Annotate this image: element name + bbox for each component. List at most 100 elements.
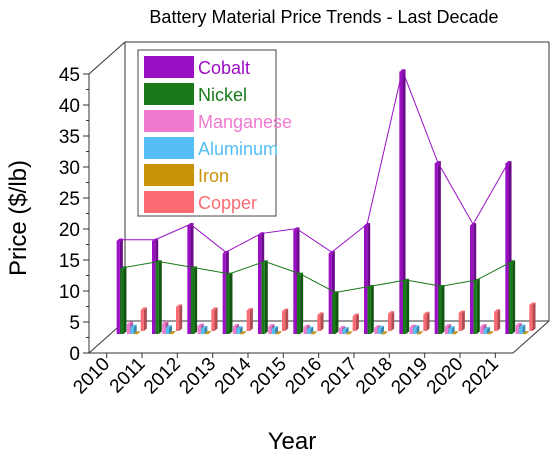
bar-side — [239, 326, 243, 334]
bar-side — [345, 327, 349, 334]
bar-front — [423, 314, 427, 331]
legend-swatch-iron — [144, 164, 194, 186]
bar-front — [303, 327, 307, 334]
bar-copper-2010 — [140, 307, 147, 331]
bar-side — [264, 260, 268, 334]
bar-nickel-2017 — [367, 285, 374, 334]
bar-iron-2014 — [275, 331, 282, 335]
bar-front — [246, 310, 250, 331]
bar-aluminum-2012 — [201, 325, 208, 334]
bar-front — [438, 287, 442, 334]
bar-top — [352, 313, 359, 317]
bar-top — [140, 307, 147, 310]
bar-top — [169, 331, 176, 334]
bar-front — [364, 225, 368, 334]
x-tick-label: 2016 — [281, 354, 326, 399]
bar-iron-2013 — [240, 331, 247, 335]
bar-front — [258, 234, 262, 334]
bar-top — [494, 309, 501, 312]
bar-nickel-2019 — [438, 285, 445, 334]
bar-top — [413, 325, 420, 328]
x-tick-label: 2014 — [211, 353, 256, 398]
bar-iron-2011 — [169, 331, 176, 335]
bar-side — [525, 331, 529, 335]
bar-top — [307, 326, 314, 330]
bar-nickel-2014 — [261, 260, 268, 334]
bar-side — [278, 331, 282, 335]
bar-side — [461, 310, 465, 331]
bar-front — [399, 71, 403, 335]
bar-front — [152, 241, 156, 334]
bar-iron-2020 — [487, 331, 494, 335]
legend-swatch-aluminum — [144, 137, 194, 159]
bar-side — [335, 291, 339, 334]
bar-top — [377, 325, 384, 329]
bar-top — [201, 325, 208, 329]
bar-copper-2018 — [423, 311, 430, 331]
bar-aluminum-2016 — [342, 327, 349, 334]
x-tick-label: 2011 — [106, 354, 150, 398]
bar-top — [204, 331, 211, 334]
bar-side — [137, 331, 141, 335]
bar-front — [508, 262, 513, 334]
legend-swatch-cobalt — [144, 56, 194, 78]
bar-top — [130, 324, 137, 328]
x-tick-label: 2021 — [458, 354, 503, 399]
bar-side — [497, 309, 501, 331]
bar-front — [317, 314, 321, 331]
bar-side — [169, 325, 172, 334]
bar-front — [282, 311, 286, 331]
bar-top — [338, 325, 346, 329]
x-tick-label: 2018 — [352, 354, 397, 399]
bar-side — [179, 304, 183, 331]
bar-nickel-2021 — [508, 260, 516, 334]
bar-top — [134, 331, 141, 334]
bar-iron-2018 — [416, 331, 423, 335]
bar-front — [187, 225, 191, 334]
bar-top — [317, 312, 324, 315]
bar-aluminum-2021 — [519, 324, 526, 334]
bar-front — [473, 281, 477, 334]
legend-label-aluminum: Aluminum — [198, 139, 278, 159]
bar-iron-2021 — [522, 331, 529, 335]
bar-top — [211, 307, 218, 310]
bar-side — [229, 272, 233, 334]
bar-copper-2021 — [529, 302, 536, 331]
bar-front — [201, 328, 205, 334]
bar-top — [423, 311, 430, 315]
bar-top — [444, 324, 452, 327]
x-tick-label: 2019 — [387, 354, 432, 399]
bar-front — [458, 313, 462, 331]
bar-front — [162, 323, 166, 334]
bar-front — [211, 309, 215, 331]
y-tick-label: 5 — [69, 313, 80, 334]
x-axis-label: Year — [268, 428, 317, 455]
bar-iron-2017 — [381, 331, 388, 335]
x-tick-label: 2017 — [317, 354, 362, 399]
bar-front — [409, 327, 413, 334]
bar-side — [207, 331, 211, 335]
bar-front — [240, 333, 244, 335]
bar-front — [346, 333, 350, 335]
bar-top — [515, 322, 522, 326]
x-tick-label: 2015 — [246, 354, 291, 399]
bar-nickel-2018 — [402, 278, 410, 334]
legend: Cobalt Nickel Manganese Aluminum Iron Copper — [137, 49, 292, 217]
series-lines-layer — [119, 68, 513, 293]
bar-front — [367, 287, 371, 334]
bar-top — [126, 321, 134, 325]
bar-top — [310, 331, 317, 334]
y-tick-label: 40 — [59, 96, 80, 117]
bar-top — [232, 324, 240, 327]
bar-aluminum-2020 — [483, 326, 490, 334]
bar-front — [416, 333, 420, 335]
bar-front — [470, 225, 474, 334]
bar-copper-2019 — [458, 310, 465, 331]
bar-nickel-2012 — [190, 266, 198, 334]
bar-side — [204, 325, 208, 334]
bar-side — [370, 285, 374, 334]
bar-top — [246, 308, 253, 311]
bar-front — [307, 329, 311, 334]
bar-nickel-2011 — [155, 260, 162, 334]
bar-aluminum-2015 — [307, 326, 314, 334]
